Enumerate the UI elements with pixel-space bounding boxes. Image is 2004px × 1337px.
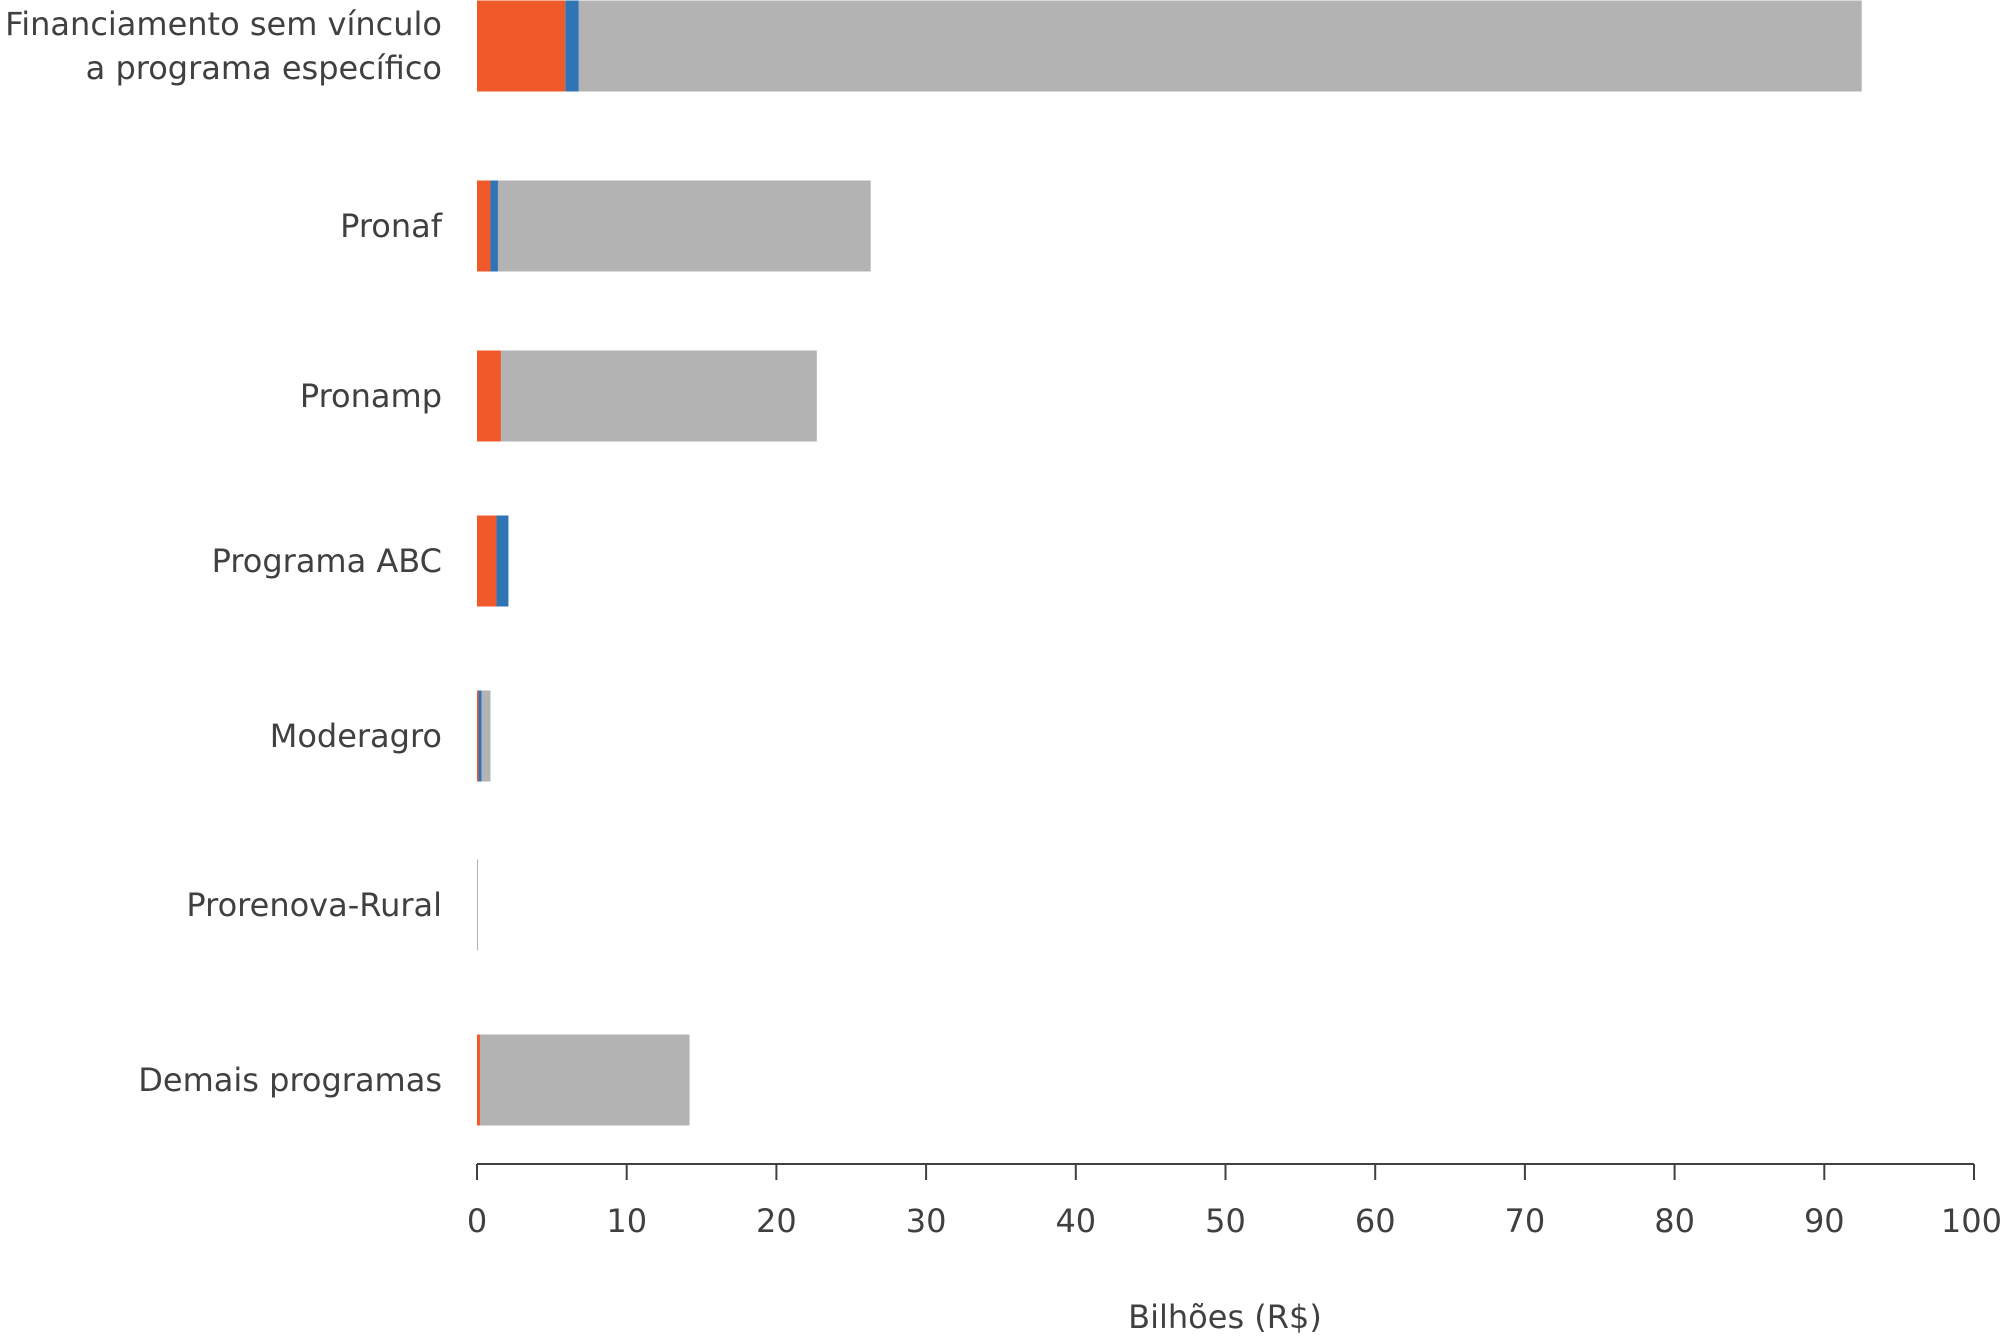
category-label-line: Prorenova-Rural <box>186 886 442 924</box>
x-tick-label: 0 <box>467 1202 487 1240</box>
bar-segment-6-2 <box>479 1034 690 1126</box>
x-tick-label: 30 <box>906 1202 947 1240</box>
category-label-line: a programa específico <box>86 49 442 87</box>
category-label: Moderagro <box>270 717 442 755</box>
bar-segment-4-2 <box>481 690 491 782</box>
category-label-line: Financiamento sem vínculo <box>5 5 442 43</box>
bar-segment-1-1 <box>490 180 498 272</box>
bar-segment-1-0 <box>477 180 491 272</box>
category-label: Financiamento sem vínculo a programa espe… <box>5 5 442 87</box>
category-label-line: Pronaf <box>340 207 443 245</box>
x-tick-label: 100 <box>1941 1202 2002 1240</box>
category-label-line: Pronamp <box>300 377 442 415</box>
bar-segment-4-0 <box>477 690 479 782</box>
x-tick-label: 10 <box>606 1202 647 1240</box>
category-label: Pronaf <box>340 207 443 245</box>
bar-segment-0-2 <box>578 0 1862 92</box>
bar-segment-6-0 <box>477 1034 480 1126</box>
category-label: Prorenova-Rural <box>186 886 442 924</box>
bar-segment-1-2 <box>497 180 871 272</box>
x-tick-label: 60 <box>1355 1202 1396 1240</box>
bars-group <box>477 0 1862 1126</box>
category-label-line: Demais programas <box>138 1061 442 1099</box>
x-tick-label: 20 <box>756 1202 797 1240</box>
bar-segment-0-1 <box>565 0 579 92</box>
x-tick-label: 70 <box>1505 1202 1546 1240</box>
category-label-line: Moderagro <box>270 717 442 755</box>
x-tick-label: 50 <box>1205 1202 1246 1240</box>
x-tick-label: 90 <box>1804 1202 1845 1240</box>
bar-segment-3-1 <box>496 515 509 607</box>
bar-segment-5-2 <box>477 859 478 951</box>
bar-segment-3-0 <box>477 515 497 607</box>
x-axis-title: Bilhões (R$) <box>1128 1298 1322 1336</box>
bar-segment-0-0 <box>477 0 566 92</box>
bar-segment-2-0 <box>477 350 501 442</box>
x-axis: 0 10 20 30 40 50 60 70 80 90 100 <box>467 1163 2002 1240</box>
category-label: Programa ABC <box>212 542 442 580</box>
category-label: Pronamp <box>300 377 442 415</box>
bar-segment-4-1 <box>478 690 482 782</box>
category-label: Demais programas <box>138 1061 442 1099</box>
category-labels: Financiamento sem vínculo a programa espe… <box>5 5 443 1099</box>
bar-segment-2-2 <box>500 350 817 442</box>
x-tick-label: 40 <box>1055 1202 1096 1240</box>
category-label-line: Programa ABC <box>212 542 442 580</box>
x-tick-label: 80 <box>1654 1202 1695 1240</box>
